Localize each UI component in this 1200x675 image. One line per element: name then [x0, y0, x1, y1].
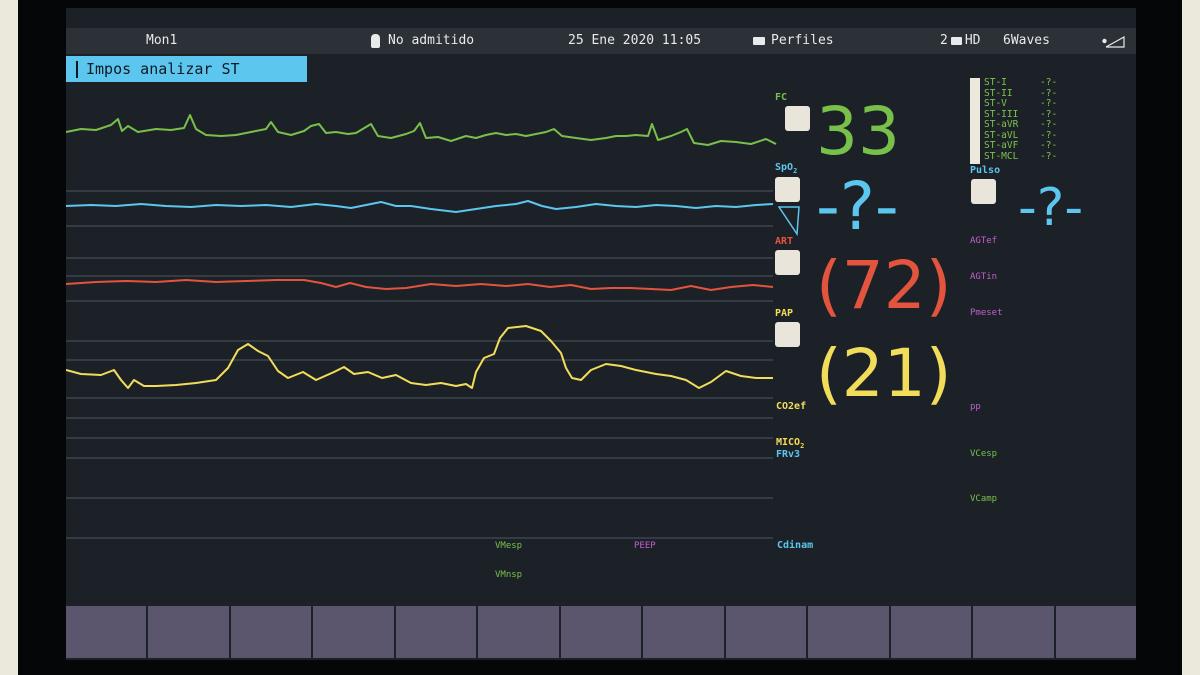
pulso-label: Pulso: [970, 165, 1001, 176]
profiles-label: Perfiles: [771, 33, 834, 48]
hd-indicator[interactable]: 2 HD: [940, 33, 980, 48]
st-value: -?-: [1040, 87, 1058, 99]
softkey-10[interactable]: [808, 606, 891, 658]
agtin-label: AGTin: [970, 272, 998, 282]
st-name: ST-aVR: [984, 119, 1019, 130]
st-value: -?-: [1040, 98, 1058, 109]
person-icon: [371, 33, 380, 48]
st-value: -?-: [1040, 140, 1058, 151]
patient-status[interactable]: No admitido: [371, 33, 474, 48]
signal-strength-icon: [1102, 34, 1126, 49]
st-row: ST-V -?-: [984, 98, 1058, 110]
softkey-9[interactable]: [725, 606, 809, 658]
st-name: ST-aVF: [984, 140, 1019, 151]
mico2-label-main: MICO: [776, 437, 801, 448]
pulso-parameter-button[interactable]: [971, 179, 996, 204]
monitor-name[interactable]: Mon1: [146, 33, 178, 48]
softkey-3[interactable]: [230, 606, 314, 658]
spo2-label-sub: 2: [793, 167, 798, 175]
co2ef-label: CO2ef: [776, 401, 807, 412]
st-row: ST-aVL -?-: [984, 129, 1058, 142]
st-row: ST-MCL -?-: [984, 150, 1058, 163]
frv3-label: FRv3: [776, 449, 801, 460]
spo2-parameter-button[interactable]: [775, 177, 800, 202]
hd-count: 2: [940, 33, 948, 48]
header-bar: Mon1 No admitido 25 Ene 2020 11:05 Perfi…: [66, 28, 1136, 54]
agtef-label: AGTef: [970, 236, 998, 246]
cdinam-label: Cdinam: [777, 540, 814, 551]
st-value: -?-: [1040, 150, 1058, 162]
art-label: ART: [775, 236, 794, 247]
vcesp-label: VCesp: [970, 449, 998, 459]
st-value: -?-: [1040, 108, 1058, 120]
softkey-11[interactable]: [890, 606, 974, 658]
st-name: ST-II: [984, 87, 1013, 99]
softkey-bar: [66, 606, 1136, 658]
st-name: ST-I: [984, 77, 1007, 88]
softkey-12[interactable]: [973, 606, 1056, 658]
softkey-7[interactable]: [560, 606, 644, 658]
spo2-label-main: SpO: [775, 162, 794, 173]
softkey-8[interactable]: [643, 606, 726, 658]
ecg-waveform: [66, 114, 777, 146]
alarm-bar: [76, 61, 78, 78]
st-row: ST-aVR -?-: [984, 119, 1058, 131]
peep-label: PEEP: [634, 541, 656, 551]
patient-status-label: No admitido: [388, 33, 475, 48]
profiles-button[interactable]: Perfiles: [753, 33, 834, 48]
st-name: ST-MCL: [984, 150, 1019, 162]
st-segment-list[interactable]: ST-I -?- ST-II -?- ST-V -?- ST-III -?- ST-aV…: [984, 77, 1058, 163]
pap-value[interactable]: (21): [816, 335, 952, 412]
spo2-label: SpO2: [775, 162, 797, 175]
st-value: -?-: [1040, 77, 1058, 88]
st-panel-bar: [970, 78, 980, 164]
spo2-alarm-triangle-icon: [777, 206, 800, 240]
st-row: ST-aVF -?-: [984, 140, 1058, 152]
st-value: -?-: [1040, 119, 1058, 130]
art-parameter-button[interactable]: [775, 250, 800, 275]
fc-parameter-button[interactable]: [785, 106, 810, 131]
st-name: ST-aVL: [984, 129, 1019, 141]
art-waveform: [66, 279, 774, 291]
softkey-2[interactable]: [148, 606, 231, 658]
pap-label: PAP: [775, 308, 794, 319]
pmeset-label: Pmeset: [970, 308, 1003, 318]
alarm-message[interactable]: Impos analizar ST: [66, 56, 307, 82]
fc-label: FC: [775, 92, 788, 103]
pap-parameter-button[interactable]: [775, 322, 800, 347]
waves-setting[interactable]: 6Waves: [1003, 33, 1050, 48]
vmesp-label: VMesp: [495, 541, 523, 551]
bed-icon: [753, 36, 765, 45]
softkey-1[interactable]: [66, 606, 149, 658]
mico2-label: MICO2: [776, 437, 804, 450]
mico2-label-sub: 2: [800, 442, 805, 450]
pp-label: pp: [970, 402, 981, 412]
softkey-4[interactable]: [313, 606, 396, 658]
st-value: -?-: [1040, 129, 1058, 141]
st-row: ST-I -?-: [984, 77, 1058, 89]
softkey-13[interactable]: [1055, 606, 1136, 658]
spo2-waveform: [66, 200, 774, 213]
vmnsp-label: VMnsp: [495, 570, 523, 580]
st-name: ST-V: [984, 98, 1007, 109]
st-row: ST-II -?-: [984, 87, 1058, 100]
softkey-5[interactable]: [395, 606, 479, 658]
st-name: ST-III: [984, 108, 1019, 120]
pap-waveform: [66, 325, 773, 389]
softkey-6[interactable]: [478, 606, 561, 658]
art-value[interactable]: (72): [816, 247, 952, 324]
grid-lines: [66, 190, 773, 539]
fc-value[interactable]: 33: [816, 93, 900, 170]
spo2-value[interactable]: -?-: [816, 168, 899, 245]
alarm-text: Impos analizar ST: [86, 60, 240, 78]
bed-icon: [950, 36, 962, 45]
st-row: ST-III -?-: [984, 108, 1058, 121]
date-time: 25 Ene 2020 11:05: [568, 33, 702, 48]
waveform-area: [66, 114, 777, 539]
vcamp-label: VCamp: [970, 494, 998, 504]
hd-label: HD: [964, 33, 981, 48]
monitor-screen: Mon1 No admitido 25 Ene 2020 11:05 Perfi…: [66, 8, 1136, 660]
pulso-value[interactable]: -?-: [1018, 178, 1084, 238]
